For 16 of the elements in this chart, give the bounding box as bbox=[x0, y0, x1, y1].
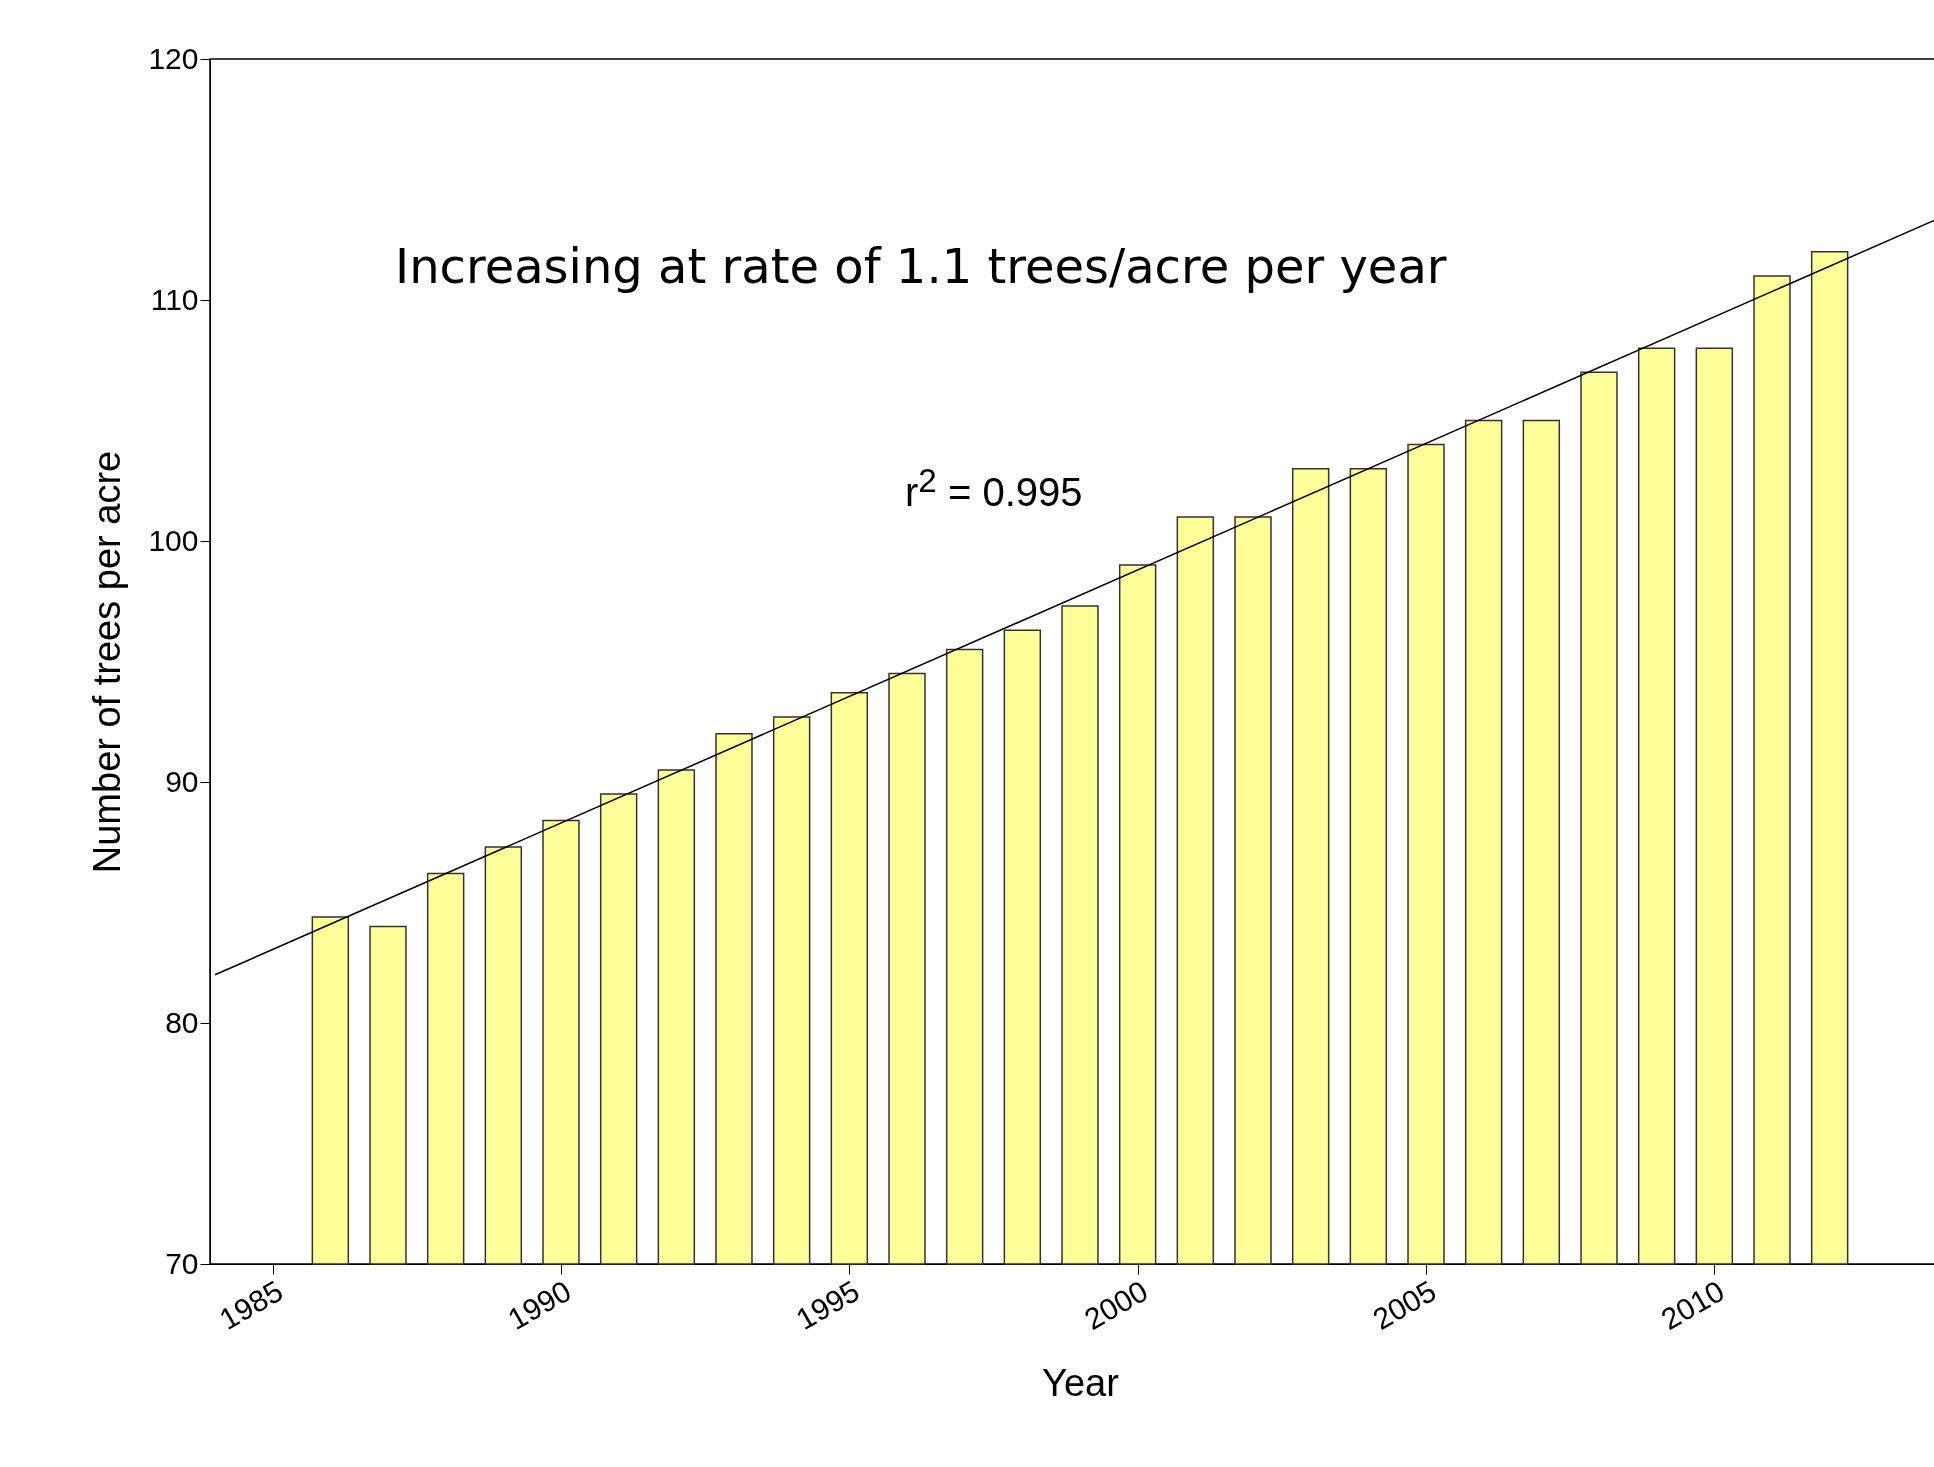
x-axis-title: Year bbox=[1042, 1361, 1120, 1404]
y-tick-label: 70 bbox=[165, 1246, 199, 1280]
x-tick-label: 2010 bbox=[1655, 1273, 1730, 1336]
x-tick-label: 1990 bbox=[502, 1273, 577, 1336]
x-tick-label: 1995 bbox=[790, 1273, 865, 1336]
x-tick-label: 1985 bbox=[213, 1273, 289, 1336]
y-tick-label: 90 bbox=[165, 764, 199, 798]
y-tick-label: 110 bbox=[150, 282, 199, 316]
annotation: r$^{2}$ = 0.995 bbox=[905, 462, 1083, 516]
y-tick-label: 120 bbox=[148, 41, 199, 75]
x-tick-label: 2000 bbox=[1078, 1273, 1154, 1336]
y-axis-title: Number of trees per acre bbox=[86, 450, 129, 874]
y-tick-label: 100 bbox=[148, 523, 199, 557]
x-tick-label: 2005 bbox=[1367, 1273, 1442, 1336]
annotation: Increasing at rate of 1.1 trees/acre per year bbox=[395, 238, 1447, 294]
y-tick-label: 80 bbox=[165, 1005, 199, 1039]
